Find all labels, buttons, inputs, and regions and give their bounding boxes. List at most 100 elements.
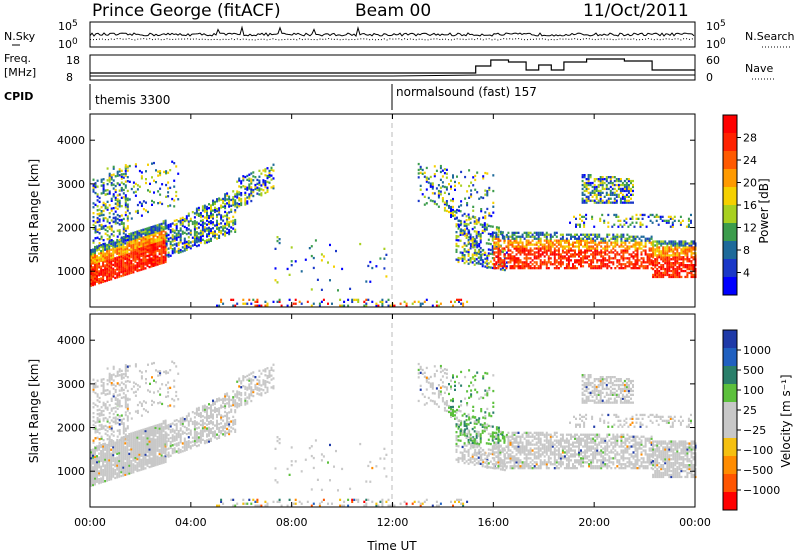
- power-cell: [385, 254, 387, 256]
- power-cell: [600, 265, 602, 267]
- velocity-cell: [159, 449, 161, 451]
- power-cell: [375, 265, 377, 267]
- velocity-cell: [168, 440, 170, 442]
- velocity-cell: [138, 461, 140, 463]
- power-cell: [153, 247, 155, 249]
- power-cell: [180, 235, 182, 237]
- power-cell: [594, 236, 596, 238]
- power-cell: [145, 236, 147, 238]
- power-cell: [482, 263, 484, 265]
- power-cell: [594, 265, 596, 267]
- power-cell: [518, 261, 520, 263]
- power-cell: [254, 176, 256, 178]
- velocity-cell: [109, 373, 111, 375]
- power-cell: [630, 198, 632, 200]
- velocity-cell: [147, 437, 149, 439]
- power-cell: [501, 247, 503, 249]
- velocity-cell: [138, 465, 140, 467]
- power-cell: [606, 247, 608, 249]
- velocity-cell: [136, 436, 138, 438]
- power-cell: [586, 261, 588, 263]
- power-cell: [204, 209, 206, 211]
- power-cell: [145, 263, 147, 265]
- power-cell: [578, 236, 580, 238]
- velocity-cell: [166, 442, 168, 444]
- velocity-cell: [108, 465, 110, 467]
- velocity-cell: [155, 439, 157, 441]
- power-cell: [137, 210, 139, 212]
- power-cell: [660, 254, 662, 256]
- power-cell: [127, 180, 129, 182]
- velocity-cell: [118, 464, 120, 466]
- power-cell: [444, 186, 446, 188]
- power-cell: [600, 176, 602, 178]
- power-cell: [486, 242, 488, 244]
- power-cell: [458, 206, 460, 208]
- power-cell: [117, 218, 119, 220]
- velocity-cell: [126, 446, 128, 448]
- power-cell: [466, 202, 468, 204]
- velocity-cell: [114, 469, 116, 471]
- power-cell: [157, 240, 159, 242]
- power-cell: [592, 245, 594, 247]
- power-cell: [616, 259, 618, 261]
- power-cell: [128, 253, 130, 255]
- velocity-cell: [163, 438, 165, 440]
- power-cell: [635, 238, 637, 240]
- power-cell: [500, 268, 502, 270]
- velocity-cell: [192, 441, 194, 443]
- power-cell: [92, 284, 94, 286]
- power-cell: [606, 253, 608, 255]
- power-cell: [96, 273, 98, 275]
- velocity-cell: [128, 455, 130, 457]
- power-cell: [458, 239, 460, 241]
- power-cell: [123, 226, 125, 228]
- velocity-cell: [155, 462, 157, 464]
- power-cell: [464, 242, 466, 244]
- power-cell: [488, 233, 490, 235]
- velocity-cell: [142, 450, 144, 452]
- power-cell: [554, 259, 556, 261]
- power-cell: [119, 239, 121, 241]
- power-cell: [202, 223, 204, 225]
- velocity-cell: [153, 453, 155, 455]
- velocity-cell: [111, 439, 113, 441]
- power-cell: [102, 265, 104, 267]
- power-cell: [118, 262, 120, 264]
- power-cell: [572, 244, 574, 246]
- velocity-cell: [153, 447, 155, 449]
- power-cell: [466, 225, 468, 227]
- power-cell: [240, 200, 242, 202]
- velocity-cell: [149, 429, 151, 431]
- power-cell: [220, 230, 222, 232]
- power-cell: [242, 303, 244, 305]
- velocity-cell: [104, 455, 106, 457]
- power-cell: [582, 180, 584, 182]
- power-cell: [155, 181, 157, 183]
- velocity-cell: [110, 457, 112, 459]
- power-cell: [105, 207, 107, 209]
- power-cell: [600, 245, 602, 247]
- velocity-cell: [112, 464, 114, 466]
- power-cell: [570, 234, 572, 236]
- power-cell: [643, 259, 645, 261]
- velocity-cell: [96, 477, 98, 479]
- power-cell: [218, 223, 220, 225]
- power-cell: [468, 214, 470, 216]
- power-cell: [130, 240, 132, 242]
- power-cell: [210, 228, 212, 230]
- velocity-cell: [119, 439, 121, 441]
- power-cell: [232, 299, 234, 301]
- power-cell: [440, 187, 442, 189]
- power-cell: [418, 169, 420, 171]
- power-cell: [552, 236, 554, 238]
- power-cell: [446, 204, 448, 206]
- power-cell: [582, 245, 584, 247]
- power-cell: [600, 253, 602, 255]
- power-cell: [602, 242, 604, 244]
- power-cell: [604, 257, 606, 259]
- power-cell: [660, 250, 662, 252]
- power-cell: [254, 184, 256, 186]
- velocity-cell: [138, 438, 140, 440]
- power-cell: [684, 248, 686, 250]
